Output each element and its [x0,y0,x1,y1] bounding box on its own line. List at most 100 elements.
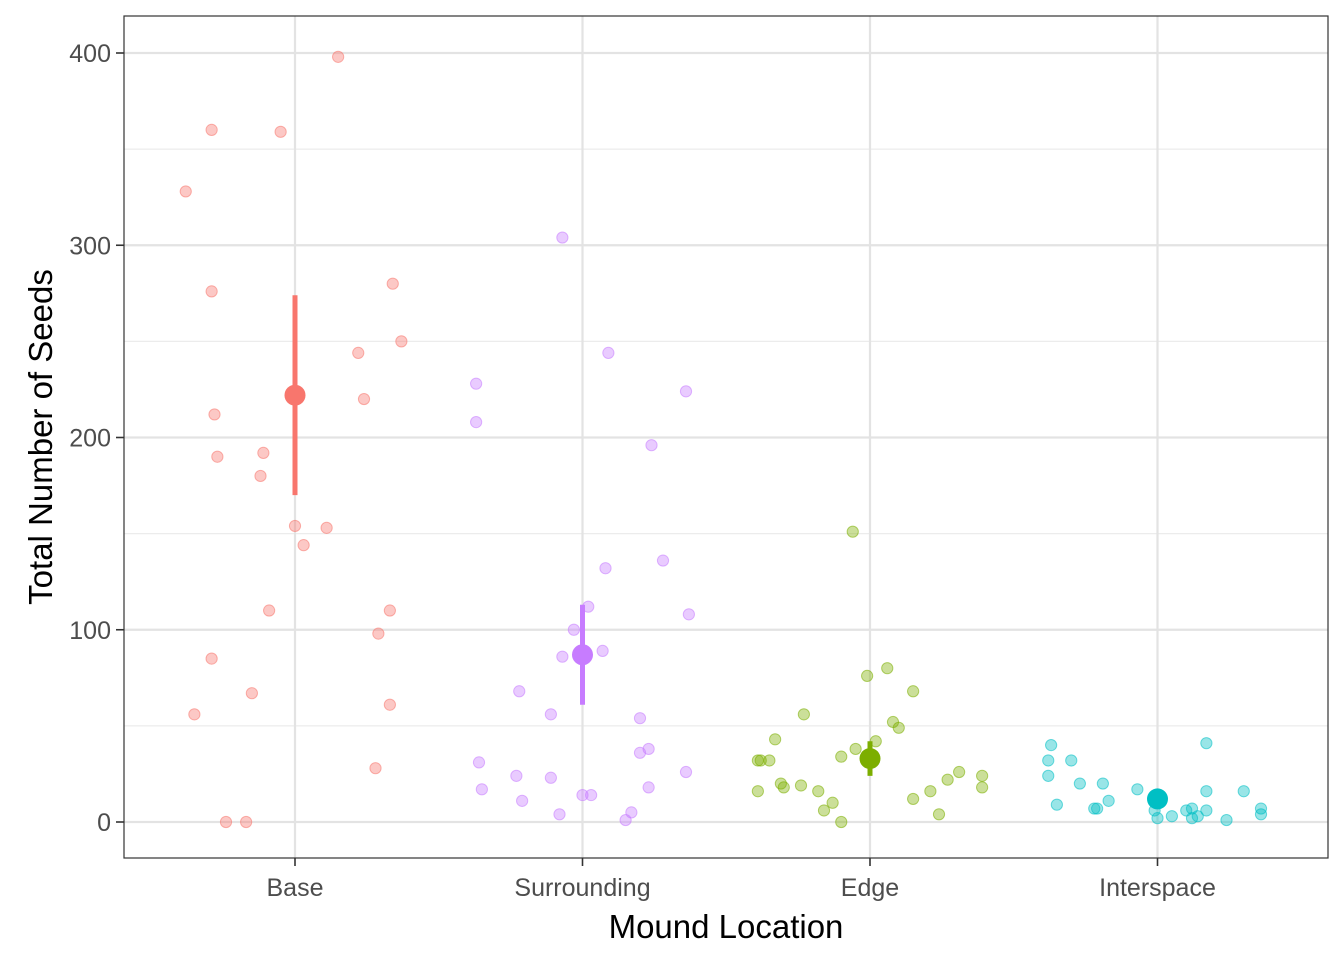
y-axis-title: Total Number of Seeds [22,269,59,605]
data-point-base [357,392,371,406]
data-point-surrounding [513,685,526,698]
x-tick-label: Edge [841,874,899,902]
data-point-edge [941,773,954,786]
data-point-surrounding [553,808,566,821]
data-point-base [369,762,382,775]
y-tick-label: 300 [69,232,111,260]
data-point-surrounding [510,769,523,782]
data-point-interspace [1102,794,1115,807]
data-point-surrounding [516,794,529,807]
data-point-base [211,450,224,463]
data-point-interspace [1096,777,1109,790]
data-point-base [254,469,267,483]
data-point-surrounding [602,346,615,360]
data-point-base [274,125,287,138]
data-point-surrounding [679,385,693,398]
data-point-edge [812,785,825,798]
data-point-base [332,50,345,63]
data-point-edge [907,792,920,806]
data-point-surrounding [475,783,488,796]
mean-point-interspace [1147,788,1168,810]
data-point-edge [754,754,767,767]
data-point-base [179,185,192,198]
data-point-surrounding [682,608,695,621]
data-point-edge [907,685,920,698]
data-point-edge [794,779,808,792]
data-point-interspace [1091,802,1104,815]
data-point-base [383,604,396,617]
data-point-surrounding [619,813,632,827]
data-point-surrounding [645,439,658,452]
data-point-surrounding [576,788,589,802]
data-point-base [288,519,302,533]
data-point-interspace [1042,769,1055,782]
x-tick-label: Base [267,874,324,902]
data-point-edge [797,708,810,721]
data-point-surrounding [656,554,670,567]
data-point-base [205,123,218,136]
data-point-edge [881,662,894,675]
data-point-edge [849,742,862,756]
data-point-base [257,446,270,459]
data-point-interspace [1151,812,1164,825]
x-axis-title: Mound Location [609,908,844,945]
data-point-base [386,277,399,290]
data-point-edge [826,796,839,809]
data-point-surrounding [633,712,647,725]
data-point-surrounding [556,231,569,244]
mean-point-edge [859,748,881,770]
data-point-edge [846,525,859,538]
data-point-base [395,335,408,348]
data-point-base [205,285,218,298]
y-tick-label: 0 [97,809,111,837]
data-point-base [297,539,310,552]
y-axis-ticks: 0 100 200 300 400 [69,40,124,837]
x-tick-label: Surrounding [514,874,650,902]
data-point-base [372,627,385,640]
data-point-interspace [1220,813,1233,827]
y-tick-label: 200 [69,425,111,453]
y-tick-label: 100 [69,617,111,645]
data-point-interspace [1065,754,1078,767]
data-point-interspace [1042,754,1055,767]
data-point-edge [976,781,989,794]
mean-point-base [284,384,306,406]
data-point-surrounding [544,708,557,721]
data-point-surrounding [470,416,483,429]
data-point-surrounding [596,644,609,657]
data-point-surrounding [567,623,580,636]
data-point-surrounding [470,377,483,390]
data-point-base [219,815,233,829]
data-point-edge [892,721,905,734]
major-gridlines [124,16,1328,858]
data-point-edge [924,785,937,798]
data-point-interspace [1073,777,1086,790]
data-point-surrounding [599,562,612,575]
data-point-base [245,687,258,700]
data-point-edge [861,669,874,682]
data-point-edge [932,808,946,821]
data-point-interspace [1200,737,1213,750]
data-point-base [320,521,333,534]
data-point-edge [817,804,831,817]
data-point-base [383,698,396,711]
data-point-base [188,708,201,721]
data-point-interspace [1200,785,1213,798]
data-point-interspace [1131,783,1144,796]
data-point-surrounding [472,756,486,769]
data-points [179,50,1268,829]
data-point-base [205,652,218,665]
data-point-surrounding [556,650,569,663]
data-point-surrounding [633,746,647,759]
data-point-interspace [1050,798,1063,811]
data-point-base [240,815,253,829]
data-point-interspace [1200,804,1213,817]
data-point-edge [835,750,848,763]
data-point-edge [835,815,848,829]
data-point-base [263,604,276,617]
mean-ci-markers [284,295,1168,810]
data-point-interspace [1088,802,1101,815]
x-axis-ticks: Base Surrounding Edge Interspace [267,858,1216,902]
data-point-surrounding [642,781,655,794]
